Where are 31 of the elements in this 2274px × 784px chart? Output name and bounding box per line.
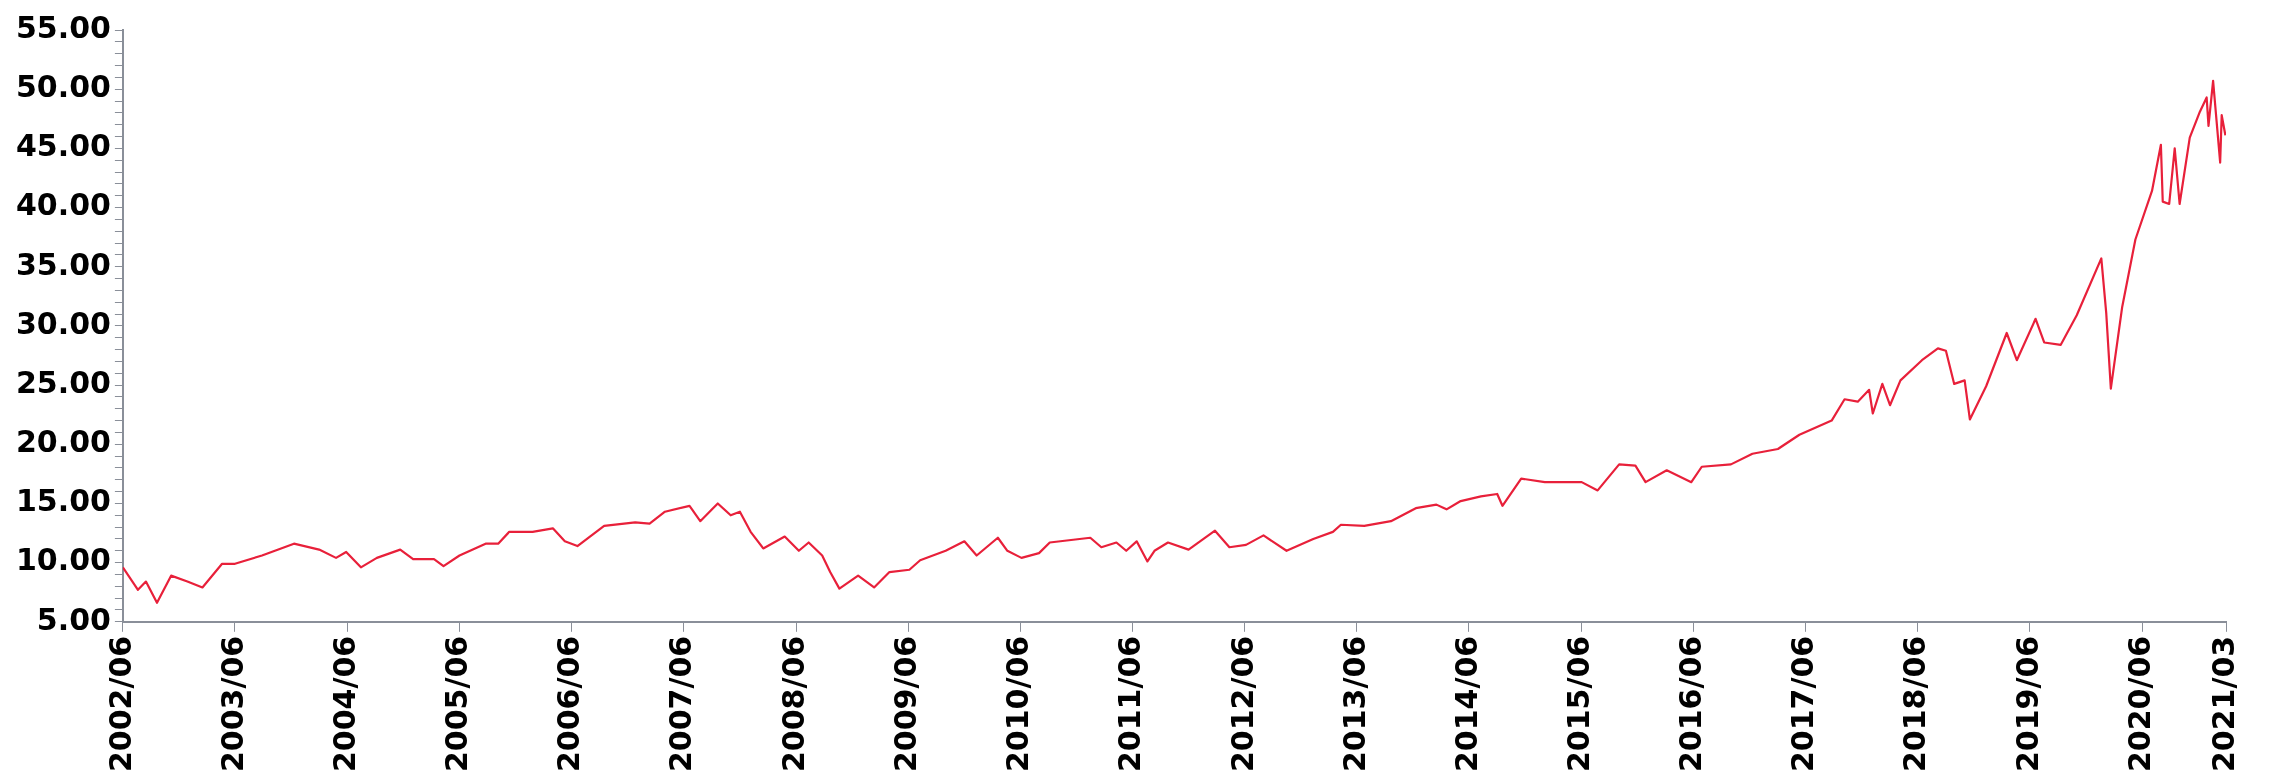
y-tick-label: 25.00	[15, 364, 111, 400]
x-tick-label: 2009/06	[887, 635, 923, 772]
y-tick-label: 45.00	[15, 128, 111, 164]
x-tick-label: 2014/06	[1448, 635, 1484, 772]
y-tick-label: 10.00	[15, 542, 111, 578]
y-tick-label: 35.00	[15, 246, 111, 282]
x-tick-label: 2020/06	[2121, 635, 2157, 772]
x-tick-label: 2016/06	[1673, 635, 1709, 772]
x-tick-label: 2002/06	[102, 635, 138, 772]
y-tick-label: 50.00	[15, 68, 111, 104]
x-tick-label: 2017/06	[1785, 635, 1821, 772]
x-tick-label: 2003/06	[214, 635, 250, 772]
x-tick-label: 2021/03	[2205, 635, 2241, 772]
x-tick-label: 2019/06	[2009, 635, 2045, 772]
x-tick-label: 2012/06	[1224, 635, 1260, 772]
y-tick-label: 30.00	[15, 305, 111, 341]
x-tick-label: 2011/06	[1112, 635, 1148, 772]
y-tick-label: 5.00	[36, 601, 111, 637]
x-tick-label: 2018/06	[1897, 635, 1933, 772]
x-tick-label: 2004/06	[327, 635, 363, 772]
y-tick-label: 55.00	[15, 9, 111, 45]
y-tick-label: 20.00	[15, 424, 111, 460]
x-tick-label: 2010/06	[1000, 635, 1036, 772]
x-tick-label: 2005/06	[439, 635, 475, 772]
x-tick-label: 2008/06	[775, 635, 811, 772]
x-tick-label: 2006/06	[551, 635, 587, 772]
x-tick-label: 2015/06	[1560, 635, 1596, 772]
x-tick-label: 2007/06	[663, 635, 699, 772]
x-tick-label: 2013/06	[1336, 635, 1372, 772]
y-tick-label: 40.00	[15, 187, 111, 223]
y-tick-label: 15.00	[15, 483, 111, 519]
